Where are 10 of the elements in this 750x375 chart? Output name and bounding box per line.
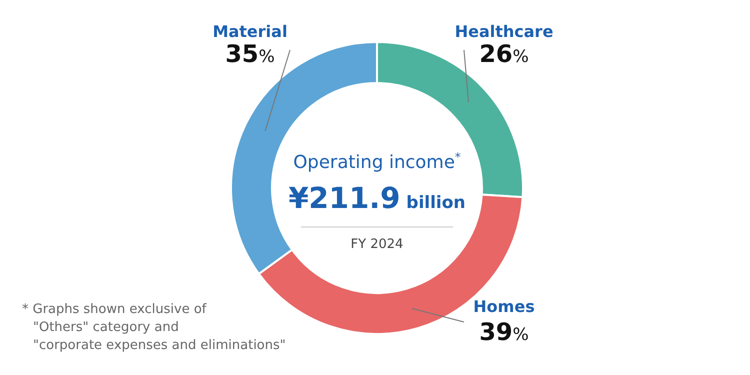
data-label: 35%	[225, 40, 275, 68]
slice-label: Homes	[473, 297, 535, 316]
text: * Graphs shown exclusive of "Others" category and "corporate expenses and eliminations"	[22, 302, 286, 353]
data-label: 26%	[479, 40, 529, 68]
text: Operating income$^{*}$	[293, 150, 461, 173]
slice-label: Material	[212, 22, 288, 41]
text: FY 2024	[350, 237, 404, 252]
text: ¥211.9 billion	[288, 181, 466, 215]
slice-label: Healthcare	[454, 22, 554, 41]
data-label: 39%	[479, 318, 529, 346]
